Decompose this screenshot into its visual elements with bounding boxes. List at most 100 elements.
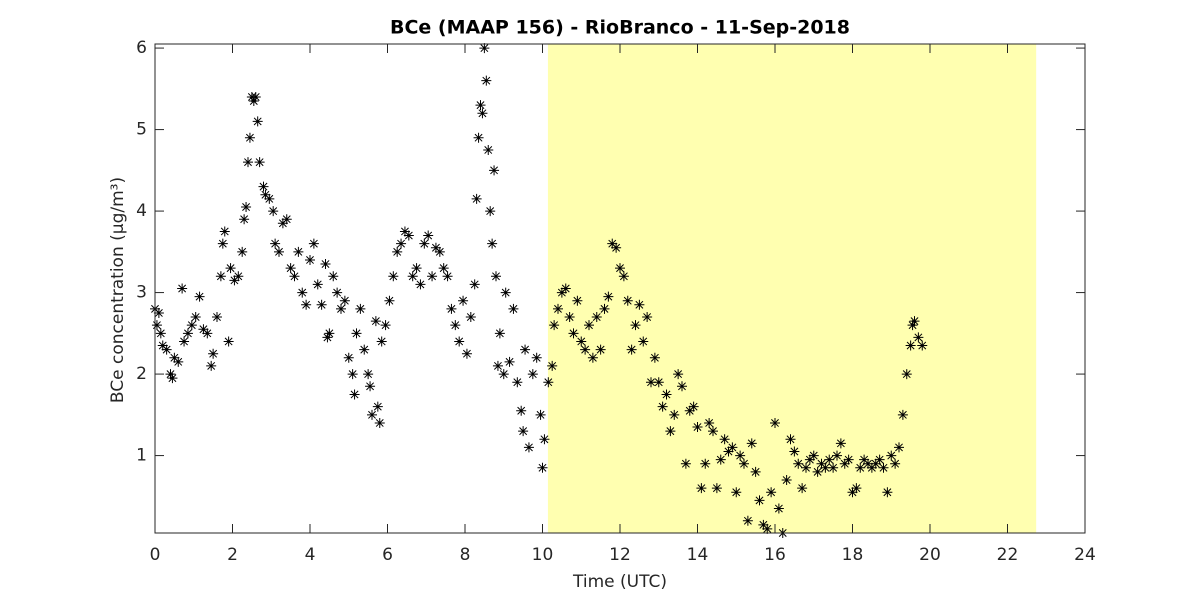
- data-point: [491, 271, 501, 282]
- data-point: [816, 458, 827, 469]
- data-point: [225, 263, 236, 274]
- data-point: [320, 259, 331, 270]
- data-point: [415, 279, 426, 290]
- data-point: [179, 336, 190, 347]
- data-point: [483, 144, 494, 155]
- data-point: [543, 377, 554, 388]
- data-point: [190, 312, 201, 323]
- data-point: [427, 271, 438, 282]
- data-point: [494, 328, 505, 339]
- data-point: [396, 238, 407, 249]
- data-point: [905, 340, 916, 351]
- data-point: [657, 401, 668, 412]
- data-point: [820, 462, 831, 473]
- data-point: [169, 352, 180, 363]
- data-point: [591, 312, 602, 323]
- data-point: [793, 458, 804, 469]
- data-point: [839, 458, 850, 469]
- data-point: [866, 462, 877, 473]
- data-point: [669, 409, 680, 420]
- data-point: [229, 275, 240, 286]
- data-point: [870, 458, 881, 469]
- data-point: [479, 43, 490, 54]
- data-point: [742, 515, 753, 526]
- data-point: [206, 360, 217, 371]
- data-point: [576, 336, 587, 347]
- data-point: [512, 377, 523, 388]
- data-point: [477, 108, 488, 119]
- data-point: [661, 389, 672, 400]
- data-point: [248, 96, 259, 107]
- data-point: [890, 458, 901, 469]
- data-point: [684, 405, 695, 416]
- data-point: [469, 279, 480, 290]
- y-tick-label: 1: [136, 446, 147, 466]
- data-point: [708, 426, 718, 437]
- data-point: [812, 466, 823, 477]
- data-point: [851, 483, 862, 494]
- data-point: [828, 462, 839, 473]
- data-point: [289, 271, 300, 282]
- data-point: [250, 91, 261, 102]
- data-point: [913, 332, 924, 343]
- data-point: [723, 446, 734, 457]
- data-point: [547, 360, 558, 371]
- data-point: [762, 523, 773, 534]
- data-point: [808, 450, 819, 461]
- data-point: [553, 303, 563, 314]
- data-point: [475, 100, 486, 111]
- data-point: [215, 271, 226, 282]
- data-point: [239, 214, 250, 225]
- data-point: [301, 299, 312, 310]
- data-point: [832, 450, 842, 461]
- data-point: [874, 454, 885, 465]
- data-point: [244, 132, 255, 143]
- data-point: [177, 283, 188, 294]
- data-point: [430, 242, 441, 253]
- data-point: [155, 328, 166, 339]
- data-point: [165, 369, 176, 380]
- x-tick-label: 6: [382, 545, 393, 565]
- shaded-region: [547, 44, 1037, 533]
- data-point: [520, 344, 531, 355]
- y-tick-label: 5: [136, 120, 147, 140]
- data-point: [403, 230, 414, 241]
- data-point: [281, 214, 292, 225]
- data-point: [797, 483, 808, 494]
- data-point: [270, 238, 281, 249]
- y-tick-label: 6: [136, 38, 147, 58]
- data-point: [894, 442, 904, 453]
- data-point: [859, 454, 870, 465]
- data-point: [384, 295, 395, 306]
- data-point: [626, 344, 637, 355]
- data-point: [801, 462, 811, 473]
- data-point: [804, 454, 815, 465]
- data-point: [157, 340, 168, 351]
- data-point: [680, 458, 691, 469]
- data-point: [161, 344, 172, 355]
- data-point: [324, 328, 335, 339]
- data-point: [355, 303, 366, 314]
- data-point: [489, 165, 500, 176]
- data-point: [882, 487, 893, 498]
- data-point: [322, 332, 333, 343]
- data-point: [907, 320, 918, 331]
- data-point: [630, 320, 641, 331]
- data-point: [365, 381, 376, 392]
- data-point: [268, 206, 279, 217]
- data-point: [638, 336, 649, 347]
- data-point: [376, 336, 387, 347]
- data-point: [595, 344, 606, 355]
- y-tick-label: 4: [136, 201, 147, 221]
- data-point: [518, 426, 529, 437]
- data-point: [696, 483, 707, 494]
- data-point: [461, 348, 472, 359]
- data-point: [909, 316, 920, 327]
- chart-title: BCe (MAAP 156) - RioBranco - 11-Sep-2018: [390, 17, 850, 39]
- data-point: [843, 454, 854, 465]
- x-tick-label: 14: [687, 545, 709, 565]
- data-point: [374, 417, 385, 428]
- data-point: [622, 295, 633, 306]
- data-point: [688, 401, 699, 412]
- data-point: [835, 438, 846, 449]
